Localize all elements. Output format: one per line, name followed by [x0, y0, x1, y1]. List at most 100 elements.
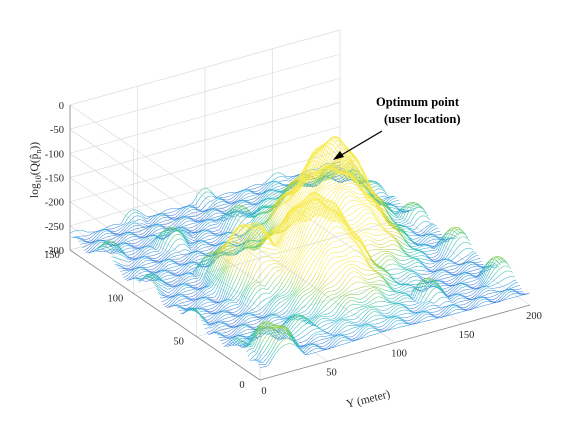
mesh-segment: [134, 215, 137, 217]
mesh-segment: [263, 192, 266, 196]
mesh-segment: [94, 231, 98, 233]
mesh-segment: [372, 186, 375, 189]
mesh-segment: [248, 209, 252, 211]
mesh-segment: [147, 237, 151, 240]
mesh-segment: [201, 238, 204, 240]
mesh-segment: [138, 248, 141, 251]
mesh-segment: [152, 215, 155, 218]
mesh-segment: [137, 269, 140, 272]
mesh-segment: [162, 238, 165, 240]
mesh-segment: [121, 225, 125, 228]
mesh-segment: [184, 225, 187, 227]
mesh-segment: [184, 215, 187, 217]
mesh-segment: [172, 210, 175, 213]
mesh-segment: [211, 193, 215, 196]
mesh-segment: [231, 221, 235, 226]
mesh-segment: [96, 240, 99, 242]
mesh-segment: [238, 198, 241, 201]
mesh-segment: [174, 213, 177, 216]
mesh-segment: [132, 233, 135, 235]
mesh-segment: [89, 240, 92, 242]
mesh-segment: [125, 224, 128, 227]
mesh-segment: [155, 220, 158, 223]
mesh-segment: [258, 214, 261, 217]
mesh-segment: [214, 219, 217, 221]
mesh-segment: [264, 183, 267, 185]
mesh-segment: [225, 212, 228, 216]
mesh-segment: [119, 243, 122, 245]
mesh-segment: [195, 194, 199, 198]
mesh-segment: [126, 279, 129, 281]
mesh-segment: [272, 187, 275, 189]
mesh-segment: [193, 229, 196, 231]
mesh-segment: [226, 202, 229, 204]
mesh-segment: [171, 223, 174, 226]
mesh-segment: [159, 232, 161, 234]
grid-line-x: [133, 217, 404, 294]
mesh-segment: [235, 193, 238, 196]
mesh-segment: [340, 176, 343, 179]
mesh-segment: [384, 196, 387, 198]
mesh-segment: [117, 243, 120, 246]
mesh-segment: [168, 254, 171, 257]
mesh-segment: [102, 229, 105, 231]
mesh-segment: [150, 225, 153, 228]
mesh-segment: [189, 217, 192, 220]
mesh-segment: [149, 243, 152, 246]
mesh-segment: [266, 208, 269, 211]
mesh-segment: [166, 223, 169, 225]
mesh-segment: [246, 187, 249, 189]
mesh-segment: [127, 225, 130, 229]
mesh-segment: [201, 234, 204, 237]
mesh-segment: [111, 224, 114, 226]
mesh-segment: [284, 175, 287, 177]
mesh-segment: [213, 240, 216, 242]
mesh-segment: [240, 193, 243, 196]
mesh-segment: [236, 194, 240, 197]
mesh-segment: [84, 230, 87, 233]
mesh-segment: [121, 273, 124, 275]
mesh-segment: [226, 237, 229, 239]
mesh-segment: [202, 198, 206, 202]
mesh-segment: [129, 250, 132, 252]
mesh-segment: [231, 227, 235, 232]
mesh-segment: [122, 243, 125, 245]
mesh-segment: [134, 225, 137, 227]
mesh-segment: [245, 201, 248, 203]
mesh-segment: [89, 236, 92, 239]
mesh-segment: [127, 216, 130, 219]
mesh-segment: [139, 213, 143, 216]
mesh-segment: [176, 227, 179, 229]
mesh-segment: [335, 138, 338, 141]
mesh-segment: [279, 190, 282, 192]
mesh-segment: [145, 221, 148, 225]
mesh-segment: [145, 247, 148, 249]
mesh-segment: [205, 220, 208, 223]
mesh-segment: [137, 231, 140, 233]
mesh-segment: [162, 226, 165, 228]
mesh-segment: [251, 191, 254, 193]
mesh-segment: [233, 217, 236, 222]
mesh-segment: [150, 220, 153, 223]
mesh-segment: [146, 235, 149, 237]
mesh-segment: [148, 216, 152, 218]
mesh-segment: [89, 233, 92, 235]
mesh-segment: [147, 263, 149, 265]
mesh-segment: [259, 203, 262, 207]
mesh-segment: [186, 249, 189, 252]
mesh-segment: [191, 233, 193, 235]
mesh-segment: [123, 232, 126, 235]
mesh-segment: [144, 233, 147, 236]
mesh-segment: [120, 254, 123, 256]
mesh-segment: [244, 211, 247, 213]
mesh-segment: [177, 208, 180, 210]
mesh-segment: [119, 240, 122, 244]
mesh-segment: [178, 222, 182, 225]
mesh-segment: [204, 217, 207, 220]
mesh-segment: [258, 199, 261, 202]
mesh-segment: [224, 201, 227, 203]
mesh-segment: [136, 260, 139, 263]
mesh-segment: [143, 231, 146, 234]
mesh-segment: [384, 191, 387, 194]
mesh-segment: [235, 221, 238, 225]
